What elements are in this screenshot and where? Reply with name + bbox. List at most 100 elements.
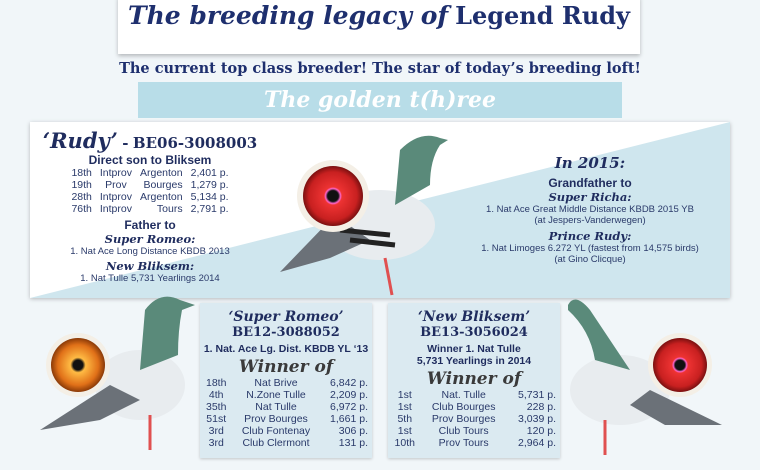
- result-cell: 5th: [397, 413, 413, 425]
- result-cell: 2,401 p.: [190, 167, 229, 179]
- result-cell: Bourges: [143, 179, 183, 191]
- title-box: The breeding legacy of Legend Rudy: [118, 0, 640, 54]
- result-cell: 1,661 p.: [330, 413, 368, 425]
- rudy-name: ‘Rudy’: [42, 128, 118, 153]
- result-cell: 19th: [71, 179, 92, 191]
- result-cell: Club Fontenay: [241, 425, 311, 437]
- result-row: 19th Prov Bourges 1,279 p.: [67, 179, 232, 191]
- rudy-line: Direct son to Bliksem: [88, 153, 212, 167]
- title-script: The breeding legacy of: [127, 1, 449, 30]
- main-panel: ‘Rudy’ - BE06-3008003 Direct son to Blik…: [30, 122, 730, 298]
- result-cell: 2,964 p.: [518, 437, 556, 449]
- result-cell: Nat. Tulle: [441, 389, 486, 401]
- result-cell: Nat Tulle: [255, 401, 297, 413]
- father-to: Father to: [124, 218, 176, 232]
- nb-line2: 5,731 Yearlings in 2014: [416, 355, 532, 367]
- nb-ring: BE13-3056024: [420, 325, 528, 340]
- result-cell: Club Bourges: [431, 401, 496, 413]
- eye-icon: [51, 338, 105, 392]
- title-plain: Legend Rudy: [455, 1, 630, 30]
- result-cell: 51st: [206, 413, 227, 425]
- sr-line: 1. Nat. Ace Lg. Dist. KBDB YL ‘13: [203, 343, 369, 355]
- result-cell: 131 p.: [338, 437, 368, 449]
- result-cell: 35th: [206, 401, 227, 413]
- g1-name: Super Richa:: [548, 190, 632, 204]
- result-cell: N.Zone Tulle: [246, 389, 306, 401]
- result-cell: 18th: [206, 377, 227, 389]
- result-row: 76th Intprov Tours 2,791 p.: [67, 203, 232, 215]
- nb-line1: Winner 1. Nat Tulle: [427, 343, 521, 355]
- result-cell: Prov Bourges: [244, 413, 308, 425]
- result-cell: 1st: [397, 401, 412, 413]
- result-row: 10th Prov Tours 2,964 p.: [388, 437, 560, 449]
- result-cell: Intprov: [99, 167, 132, 179]
- result-cell: 10th: [394, 437, 415, 449]
- in-2015-info: In 2015: Grandfather to Super Richa: 1. …: [450, 154, 730, 265]
- result-cell: 3rd: [208, 437, 224, 449]
- nb-results: 1st Nat. Tulle 5,731 p. 1st Club Bourges 228 …: [388, 389, 560, 449]
- result-row: 1st Club Bourges 228 p.: [388, 401, 560, 413]
- result-cell: 228 p.: [526, 401, 556, 413]
- result-cell: 1st: [397, 425, 412, 437]
- rudy-results: 18th Intprov Argenton 2,401 p. 19th Prov Bourg…: [67, 167, 232, 215]
- result-cell: Argenton: [139, 191, 183, 203]
- result-cell: 3,039 p.: [518, 413, 556, 425]
- result-cell: 5,731 p.: [518, 389, 556, 401]
- result-cell: 4th: [208, 389, 224, 401]
- child2-name: New Bliksem:: [105, 259, 195, 273]
- result-cell: 18th: [71, 167, 92, 179]
- subtitle: The current top class breeder! The star …: [119, 60, 641, 77]
- child1-text: 1. Nat Ace Long Distance KBDB 2013: [70, 246, 230, 257]
- result-row: 3rd Club Fontenay 306 p.: [200, 425, 372, 437]
- result-cell: 5,134 p.: [190, 191, 229, 203]
- new-bliksem-card: ‘New Bliksem’ BE13-3056024 Winner 1. Nat…: [388, 303, 560, 458]
- right-pigeon: [568, 299, 722, 455]
- banner: The golden t(h)ree: [138, 82, 622, 118]
- result-cell: 2,209 p.: [330, 389, 368, 401]
- left-pigeon: [40, 296, 195, 450]
- g2-name: Prince Rudy:: [548, 229, 632, 243]
- eye-icon: [653, 338, 707, 392]
- sr-winner: Winner of: [238, 357, 334, 377]
- sr-results: 18th Nat Brive 6,842 p. 4th N.Zone Tulle 2,20…: [200, 377, 372, 449]
- grandfather-to: Grandfather to: [548, 176, 632, 190]
- result-row: 4th N.Zone Tulle 2,209 p.: [200, 389, 372, 401]
- result-cell: Nat Brive: [254, 377, 298, 389]
- result-cell: 306 p.: [338, 425, 368, 437]
- result-cell: Prov Tours: [438, 437, 489, 449]
- rudy-info: ‘Rudy’ - BE06-3008003 Direct son to Blik…: [30, 128, 270, 284]
- in2015-heading: In 2015:: [554, 154, 626, 172]
- g2-loft: (at Gino Clicque): [554, 254, 626, 265]
- super-romeo-card: ‘Super Romeo’ BE12-3088052 1. Nat. Ace L…: [200, 303, 372, 458]
- result-cell: Intprov: [99, 191, 132, 203]
- g2-text: 1. Nat Limoges 6.272 YL (fastest from 14…: [481, 243, 699, 254]
- result-cell: 3rd: [208, 425, 224, 437]
- result-row: 1st Nat. Tulle 5,731 p.: [388, 389, 560, 401]
- rudy-ring: BE06-3008003: [132, 134, 258, 152]
- sr-ring: BE12-3088052: [232, 325, 340, 340]
- result-row: 5th Prov Bourges 3,039 p.: [388, 413, 560, 425]
- result-cell: 6,972 p.: [330, 401, 368, 413]
- result-cell: Prov Bourges: [431, 413, 496, 425]
- result-cell: 2,791 p.: [190, 203, 229, 215]
- result-cell: Club Tours: [438, 425, 489, 437]
- result-row: 18th Intprov Argenton 2,401 p.: [67, 167, 232, 179]
- dash: -: [122, 134, 129, 152]
- child1-name: Super Romeo:: [104, 232, 196, 246]
- g1-loft: (at Jespers-Vanderwegen): [534, 215, 646, 226]
- result-row: 1st Club Tours 120 p.: [388, 425, 560, 437]
- result-cell: Club Clermont: [242, 437, 310, 449]
- nb-name: ‘New Bliksem’: [417, 309, 531, 325]
- result-cell: Argenton: [139, 167, 183, 179]
- result-row: 28th Intprov Argenton 5,134 p.: [67, 191, 232, 203]
- g1-text: 1. Nat Ace Great Middle Distance KBDB 20…: [486, 204, 694, 215]
- result-cell: Intprov: [99, 203, 132, 215]
- result-row: 3rd Club Clermont 131 p.: [200, 437, 372, 449]
- result-cell: Tours: [156, 203, 183, 215]
- result-cell: 6,842 p.: [330, 377, 368, 389]
- child2-text: 1. Nat Tulle 5,731 Yearlings 2014: [80, 273, 220, 284]
- result-row: 35th Nat Tulle 6,972 p.: [200, 401, 372, 413]
- result-cell: 120 p.: [526, 425, 556, 437]
- result-cell: Prov: [105, 179, 127, 191]
- result-cell: 1,279 p.: [190, 179, 229, 191]
